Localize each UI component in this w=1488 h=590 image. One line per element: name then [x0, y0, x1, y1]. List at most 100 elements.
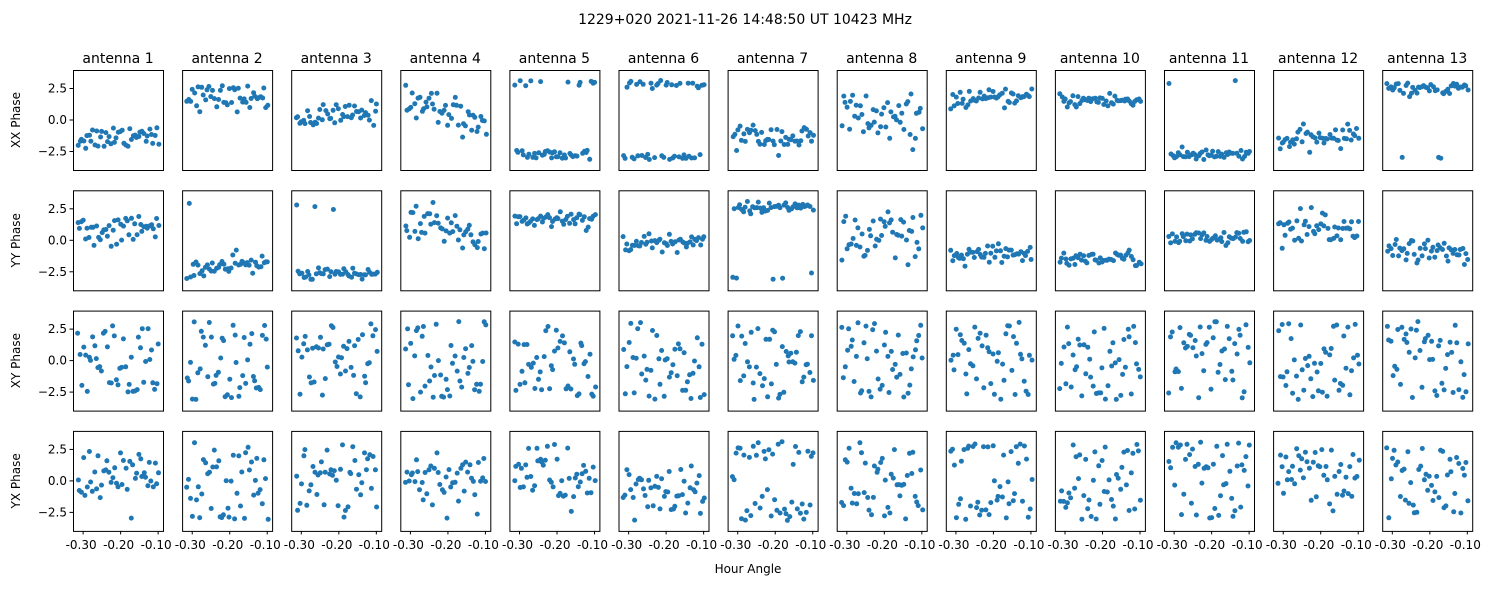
- data-point: [990, 89, 996, 94]
- data-point: [352, 343, 358, 349]
- x-tick-label: -0.20: [758, 538, 789, 552]
- data-point: [1017, 441, 1023, 447]
- data-point: [259, 501, 265, 507]
- data-point: [214, 104, 220, 110]
- data-point: [770, 451, 776, 457]
- data-point: [975, 335, 981, 341]
- data-point: [358, 492, 364, 498]
- data-point: [1463, 83, 1469, 89]
- data-point: [966, 443, 972, 449]
- data-point: [228, 265, 234, 271]
- data-point: [1347, 127, 1353, 133]
- data-point: [742, 517, 748, 523]
- data-point: [1300, 121, 1306, 127]
- data-point: [413, 115, 419, 121]
- data-point: [885, 209, 891, 215]
- data-point: [352, 103, 357, 109]
- data-point: [406, 478, 412, 484]
- data-point: [739, 333, 745, 339]
- data-point: [685, 500, 691, 506]
- data-point: [141, 379, 147, 385]
- data-point: [520, 152, 526, 158]
- data-point: [1444, 472, 1450, 478]
- data-point: [444, 387, 450, 393]
- data-point: [147, 357, 153, 362]
- data-point: [301, 453, 307, 459]
- data-point: [1355, 352, 1360, 358]
- axes-frame: [1382, 190, 1474, 292]
- data-point: [234, 109, 240, 115]
- data-point: [755, 199, 761, 205]
- data-point: [1298, 322, 1304, 328]
- panel-xy-antenna-12: [1273, 310, 1365, 412]
- data-point: [1204, 234, 1210, 239]
- data-point: [1440, 448, 1446, 454]
- data-point: [1456, 461, 1462, 466]
- data-point: [1356, 457, 1362, 463]
- panel-xy-antenna-3: [291, 310, 383, 412]
- data-point: [557, 150, 563, 156]
- data-point: [1119, 464, 1125, 470]
- data-point: [1201, 157, 1207, 162]
- data-point: [115, 484, 121, 490]
- data-point: [532, 386, 538, 391]
- data-point: [1384, 323, 1390, 329]
- data-point: [681, 478, 687, 484]
- data-point: [966, 88, 972, 94]
- data-point: [470, 478, 476, 484]
- data-point: [314, 121, 320, 126]
- data-point: [799, 501, 805, 507]
- data-point: [314, 492, 320, 497]
- data-point: [901, 394, 907, 400]
- data-point: [257, 487, 263, 493]
- data-point: [330, 107, 336, 113]
- panel-xy-antenna-11: [1164, 310, 1255, 412]
- data-point: [1425, 237, 1431, 243]
- data-point: [95, 453, 101, 459]
- data-point: [441, 238, 447, 244]
- data-point: [903, 516, 909, 522]
- data-point: [1029, 86, 1035, 92]
- data-point: [920, 225, 926, 231]
- data-point: [561, 221, 567, 227]
- data-point: [422, 230, 428, 236]
- data-point: [626, 340, 632, 345]
- data-point: [461, 488, 467, 494]
- data-point: [852, 217, 858, 223]
- data-point: [403, 223, 409, 229]
- data-point: [472, 492, 478, 498]
- data-point: [452, 213, 458, 219]
- data-point: [692, 155, 698, 161]
- data-point: [1292, 237, 1298, 243]
- data-point: [1166, 234, 1172, 239]
- data-point: [320, 271, 326, 277]
- data-point: [690, 370, 696, 376]
- data-point: [84, 484, 90, 490]
- data-point: [631, 390, 637, 396]
- data-point: [590, 393, 596, 399]
- data-point: [857, 103, 863, 109]
- data-point: [119, 127, 125, 133]
- data-point: [1104, 489, 1110, 495]
- data-point: [1188, 232, 1194, 238]
- data-point: [1214, 153, 1220, 159]
- data-point: [1314, 139, 1320, 145]
- data-point: [184, 484, 190, 490]
- data-point: [448, 484, 454, 490]
- data-point: [134, 470, 140, 476]
- data-point: [533, 155, 539, 161]
- data-point: [1438, 155, 1444, 161]
- data-point: [1445, 352, 1450, 358]
- data-point: [871, 463, 877, 469]
- data-point: [846, 445, 852, 451]
- data-point: [136, 451, 142, 457]
- data-point: [639, 477, 644, 483]
- data-point: [125, 143, 131, 149]
- data-point: [635, 153, 641, 159]
- data-point: [1166, 390, 1172, 396]
- data-point: [1137, 374, 1143, 380]
- data-point: [562, 492, 568, 498]
- data-point: [1063, 504, 1069, 510]
- data-point: [1388, 246, 1394, 252]
- data-point: [1397, 87, 1403, 93]
